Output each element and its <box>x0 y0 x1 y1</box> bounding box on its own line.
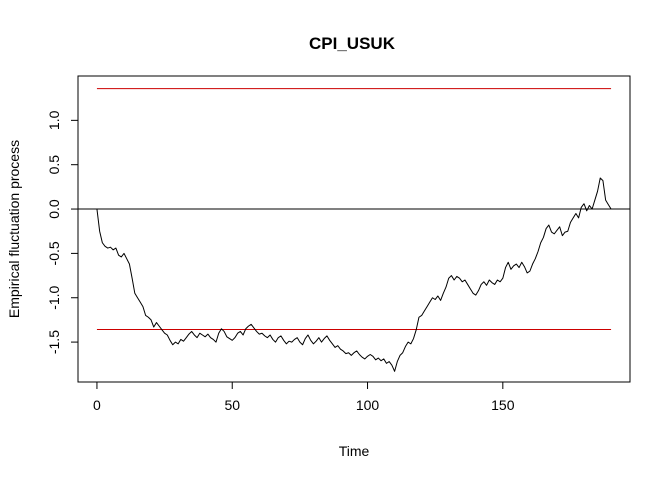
x-tick-label: 100 <box>356 397 380 413</box>
x-tick-label: 0 <box>93 397 101 413</box>
y-tick-label: -0.5 <box>46 241 62 265</box>
y-tick-label: 0.0 <box>46 199 62 219</box>
x-tick-label: 150 <box>491 397 515 413</box>
plot-frame <box>77 75 631 383</box>
y-tick-label: 0.5 <box>46 155 62 175</box>
x-tick-label: 50 <box>224 397 240 413</box>
series-line <box>96 177 612 372</box>
y-tick-label: 1.0 <box>46 110 62 130</box>
y-tick-label: -1.5 <box>46 330 62 354</box>
chart-title: CPI_USUK <box>309 34 396 53</box>
reference-lines <box>78 88 630 330</box>
y-axis: -1.5 -1.0 -0.5 0.0 0.5 1.0 <box>46 110 79 354</box>
series-group <box>96 177 612 372</box>
y-axis-label: Empirical fluctuation process <box>6 140 22 318</box>
y-tick-label: -1.0 <box>46 285 62 309</box>
x-axis: 0 50 100 150 <box>93 381 515 413</box>
x-axis-label: Time <box>339 443 370 459</box>
